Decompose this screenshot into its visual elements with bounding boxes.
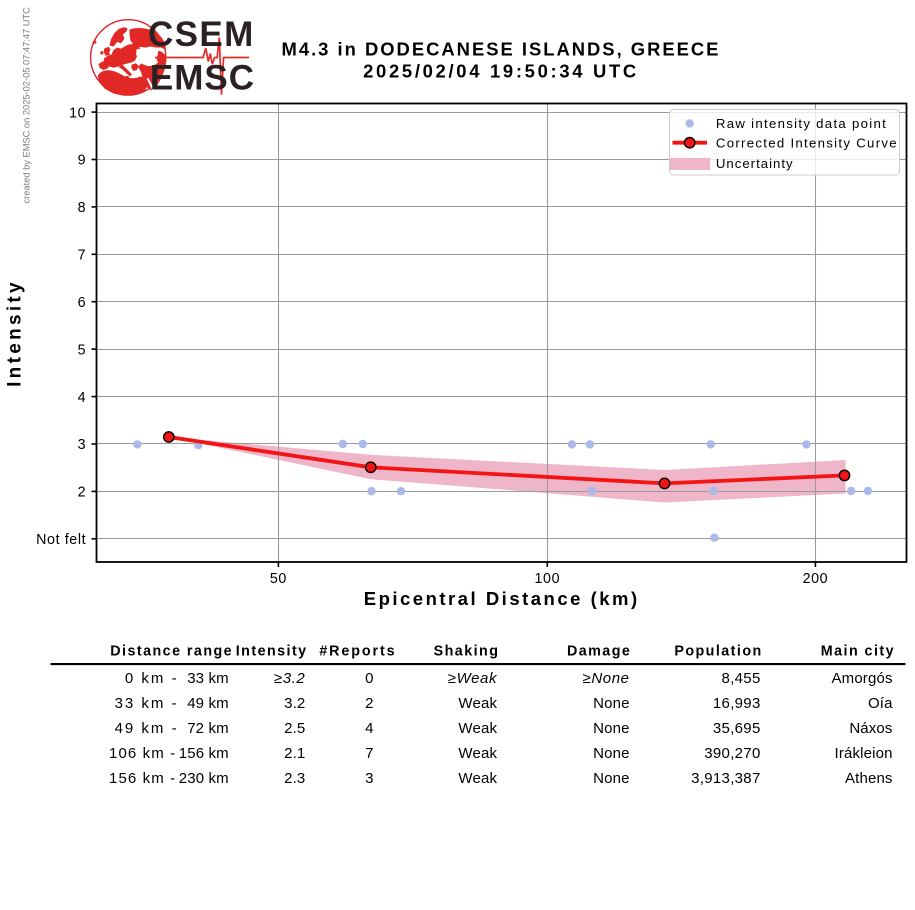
svg-text:Intensity: Intensity	[5, 279, 26, 387]
svg-text:Raw intensity data point: Raw intensity data point	[716, 116, 887, 131]
svg-text:156 km: 156 km	[179, 745, 229, 762]
svg-text:Uncertainty: Uncertainty	[716, 156, 794, 171]
svg-text:100: 100	[534, 571, 560, 587]
svg-text:4: 4	[365, 720, 374, 737]
svg-text:Weak: Weak	[458, 695, 497, 712]
svg-text:33 km: 33 km	[187, 670, 229, 687]
svg-text:6: 6	[78, 295, 87, 311]
svg-text:Distance range: Distance range	[110, 644, 233, 660]
svg-text:Weak: Weak	[458, 745, 497, 762]
svg-text:Epicentral Distance (km): Epicentral Distance (km)	[364, 588, 640, 609]
svg-text:156 km -: 156 km -	[109, 770, 176, 787]
svg-text:Intensity: Intensity	[236, 644, 308, 660]
svg-text:49 km: 49 km	[187, 695, 229, 712]
svg-text:None: None	[593, 695, 629, 712]
svg-text:0: 0	[365, 670, 374, 687]
svg-text:230 km: 230 km	[179, 770, 229, 787]
svg-text:≥None: ≥None	[583, 670, 630, 687]
svg-text:8,455: 8,455	[722, 670, 761, 687]
svg-text:3: 3	[365, 770, 374, 787]
svg-text:None: None	[593, 745, 629, 762]
svg-text:7: 7	[365, 745, 374, 762]
svg-text:≥Weak: ≥Weak	[448, 670, 498, 687]
svg-text:106 km -: 106 km -	[109, 745, 176, 762]
svg-text:None: None	[593, 770, 629, 787]
svg-text:Not felt: Not felt	[36, 532, 86, 548]
svg-text:8: 8	[78, 200, 87, 216]
svg-text:72 km: 72 km	[187, 720, 229, 737]
svg-text:7: 7	[78, 248, 87, 264]
svg-text:49 km -: 49 km -	[115, 720, 179, 737]
svg-text:9: 9	[78, 153, 87, 169]
svg-text:Náxos: Náxos	[849, 720, 892, 737]
svg-text:2.1: 2.1	[284, 745, 305, 762]
svg-text:Population: Population	[674, 644, 762, 660]
svg-text:Damage: Damage	[567, 644, 631, 660]
svg-text:Weak: Weak	[458, 720, 497, 737]
svg-text:M4.3 in DODECANESE ISLANDS, GR: M4.3 in DODECANESE ISLANDS, GREECE	[282, 39, 721, 60]
svg-text:2025/02/04 19:50:34 UTC: 2025/02/04 19:50:34 UTC	[363, 60, 639, 81]
svg-text:Irákleion: Irákleion	[835, 745, 893, 762]
svg-text:35,695: 35,695	[713, 720, 761, 737]
svg-text:50: 50	[270, 571, 287, 587]
svg-text:#Reports: #Reports	[319, 644, 396, 660]
svg-text:2: 2	[365, 695, 374, 712]
svg-text:3: 3	[78, 437, 87, 453]
svg-text:Main city: Main city	[821, 644, 895, 660]
svg-text:2.5: 2.5	[284, 720, 305, 737]
svg-text:Amorgós: Amorgós	[832, 670, 893, 687]
svg-text:10: 10	[69, 105, 86, 121]
svg-text:None: None	[593, 720, 629, 737]
svg-text:2.3: 2.3	[284, 770, 305, 787]
svg-text:3,913,387: 3,913,387	[691, 770, 760, 787]
svg-text:33 km -: 33 km -	[115, 695, 179, 712]
svg-text:390,270: 390,270	[704, 745, 760, 762]
svg-text:2: 2	[78, 485, 87, 501]
svg-text:Oía: Oía	[868, 695, 893, 712]
svg-text:Corrected Intensity Curve: Corrected Intensity Curve	[716, 136, 898, 151]
svg-text:3.2: 3.2	[284, 695, 305, 712]
svg-text:CSEM: CSEM	[148, 15, 255, 54]
svg-text:0 km -: 0 km -	[125, 670, 179, 687]
svg-text:200: 200	[803, 571, 829, 587]
svg-text:EMSC: EMSC	[150, 58, 255, 97]
svg-text:≥3.2: ≥3.2	[274, 670, 306, 687]
svg-text:16,993: 16,993	[713, 695, 761, 712]
svg-text:created by EMSC on 2025-02-05: created by EMSC on 2025-02-05 07:47:47 U…	[21, 7, 31, 204]
svg-text:5: 5	[78, 342, 87, 358]
svg-text:Shaking: Shaking	[434, 644, 500, 660]
svg-text:Weak: Weak	[458, 770, 497, 787]
svg-text:4: 4	[78, 390, 87, 406]
svg-text:Athens: Athens	[845, 770, 893, 787]
